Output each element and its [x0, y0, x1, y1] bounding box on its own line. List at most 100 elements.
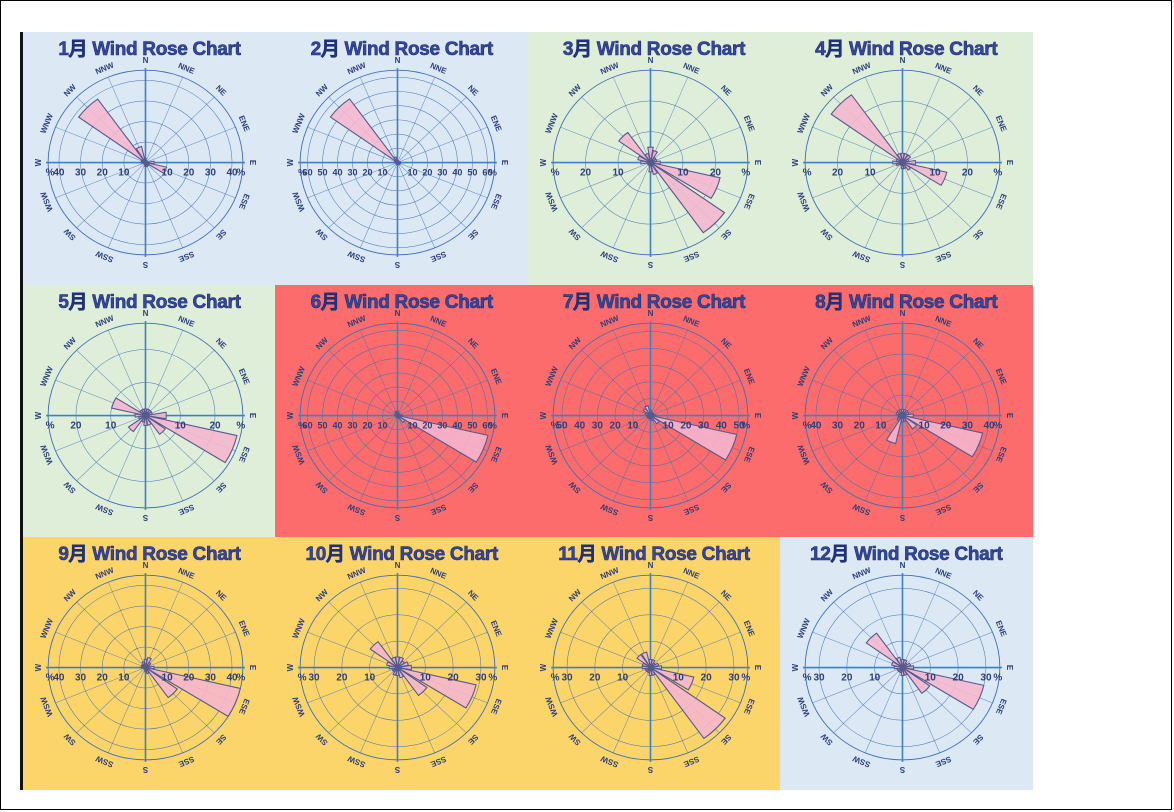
petal-nw: [865, 632, 903, 669]
wind-rose-panel-6: 10 10 20 20 30 30 40 40 50 50 60 60%% N NNE NE ENE E ESE S…: [275, 284, 529, 538]
spoke-wnw: [559, 632, 651, 669]
spoke-nne: [397, 582, 436, 668]
direction-label-wnw: WNW: [39, 112, 55, 135]
petal-n: [899, 152, 905, 163]
direction-label-ese: ESE: [741, 698, 756, 717]
spoke-ene: [902, 126, 993, 163]
direction-label-e: E: [1005, 160, 1014, 166]
unit-label: %: [298, 420, 306, 430]
petal-ese: [901, 161, 948, 187]
spoke-nnw: [864, 329, 903, 416]
direction-label-n: N: [143, 56, 149, 65]
tick-label: 30: [728, 673, 740, 684]
tick-label: 30: [75, 673, 87, 684]
petal-nw: [830, 94, 903, 163]
direction-label-wnw: WNW: [291, 364, 307, 387]
spoke-ssw: [107, 162, 146, 248]
spoke-wsw: [812, 667, 903, 704]
tick-label: 20: [962, 168, 974, 179]
unit-label: %: [46, 168, 55, 179]
spoke-nne: [902, 582, 940, 668]
unit-label: %: [741, 420, 750, 431]
chart-title: 11月 Wind Rose Chart: [558, 544, 750, 566]
spoke-ne: [649, 602, 720, 669]
direction-label-sw: SW: [62, 732, 78, 748]
petal-se: [649, 162, 725, 234]
direction-label-s: S: [899, 512, 905, 521]
petal-ese: [145, 414, 238, 464]
tick-label: 40: [715, 420, 727, 431]
direction-label-n: N: [395, 56, 401, 65]
spoke-ssw: [107, 667, 146, 754]
direction-label-nne: NNE: [934, 566, 954, 581]
direction-label-nne: NNE: [429, 566, 449, 581]
tick-label: 20: [183, 168, 195, 179]
spoke-nne: [397, 77, 436, 163]
direction-label-nw: NW: [567, 335, 583, 351]
direction-label-nnw: NNW: [851, 60, 873, 76]
direction-label-w: W: [791, 664, 800, 672]
tick-label: 20: [363, 420, 373, 430]
direction-label-wsw: WSW: [39, 695, 55, 718]
wind-rose-panel-10: 10 10 20 20 30 30%% N NNE NE ENE E ESE SE SSE S SSW SW WS…: [275, 537, 529, 791]
tick-label: 30: [980, 673, 992, 684]
petal-sse: [649, 162, 658, 176]
direction-label-sse: SSE: [681, 502, 700, 517]
unit-label: %: [802, 168, 811, 179]
spoke-nne: [145, 582, 183, 668]
direction-label-wsw: WSW: [543, 443, 559, 466]
tick-label: 30: [438, 420, 448, 430]
spoke-wsw: [812, 414, 903, 451]
direction-label-ene: ENE: [994, 367, 1009, 386]
spoke-ne: [145, 602, 215, 669]
direction-label-wnw: WNW: [795, 364, 811, 387]
direction-label-w: W: [539, 664, 548, 672]
direction-label-se: SE: [970, 733, 984, 747]
direction-label-wsw: WSW: [543, 190, 559, 213]
tick-label: 20: [97, 168, 109, 179]
direction-label-sse: SSE: [177, 502, 196, 517]
direction-label-nw: NW: [314, 335, 330, 351]
direction-label-ne: NE: [466, 336, 481, 351]
direction-label-w: W: [791, 158, 800, 166]
left-border-bar: [20, 32, 23, 790]
direction-label-sse: SSE: [933, 755, 952, 770]
direction-label-wsw: WSW: [39, 443, 55, 466]
center-dot: [647, 412, 653, 418]
spoke-wnw: [307, 126, 398, 163]
spoke-ssw: [612, 162, 651, 248]
wind-rose-svg: 10 10 20 20 30 30 40 40 %% N NNE NE ENE E ESE SE SSE S SSW…: [34, 56, 257, 269]
direction-label-e: E: [248, 160, 257, 166]
direction-label-s: S: [142, 512, 148, 521]
spoke-sse: [902, 667, 940, 754]
petal-ese: [397, 414, 489, 463]
spoke-nne: [649, 329, 688, 416]
direction-label-n: N: [143, 562, 149, 571]
tick-label: 20: [853, 420, 865, 431]
direction-label-ne: NE: [214, 589, 229, 604]
direction-label-nw: NW: [62, 82, 78, 98]
spoke-nnw: [107, 582, 146, 668]
petal-se: [145, 667, 179, 699]
spoke-nnw: [360, 77, 398, 163]
direction-label-wsw: WSW: [291, 695, 307, 718]
spoke-se: [902, 162, 972, 229]
spoke-wnw: [307, 379, 398, 416]
tick-label: 10: [420, 673, 432, 684]
spoke-ene: [649, 126, 741, 163]
spoke-ene: [397, 126, 488, 163]
direction-label-sw: SW: [566, 732, 582, 748]
direction-label-se: SE: [970, 227, 984, 241]
direction-label-e: E: [500, 412, 509, 418]
spoke-sse: [649, 415, 688, 501]
petal-e: [902, 159, 916, 166]
tick-label: 40: [810, 420, 822, 431]
tick-label: 60: [483, 420, 493, 430]
direction-label-n: N: [647, 562, 653, 571]
tick-label: 20: [337, 673, 349, 684]
tick-label: 20: [70, 420, 82, 431]
direction-label-n: N: [395, 562, 401, 571]
tick-label: 20: [579, 168, 591, 179]
wind-rose-svg: 10 10 20 20 %% N NNE NE ENE E ESE SE SSE S SSW SW WSW W WN…: [791, 56, 1014, 269]
petal-s: [143, 415, 148, 426]
